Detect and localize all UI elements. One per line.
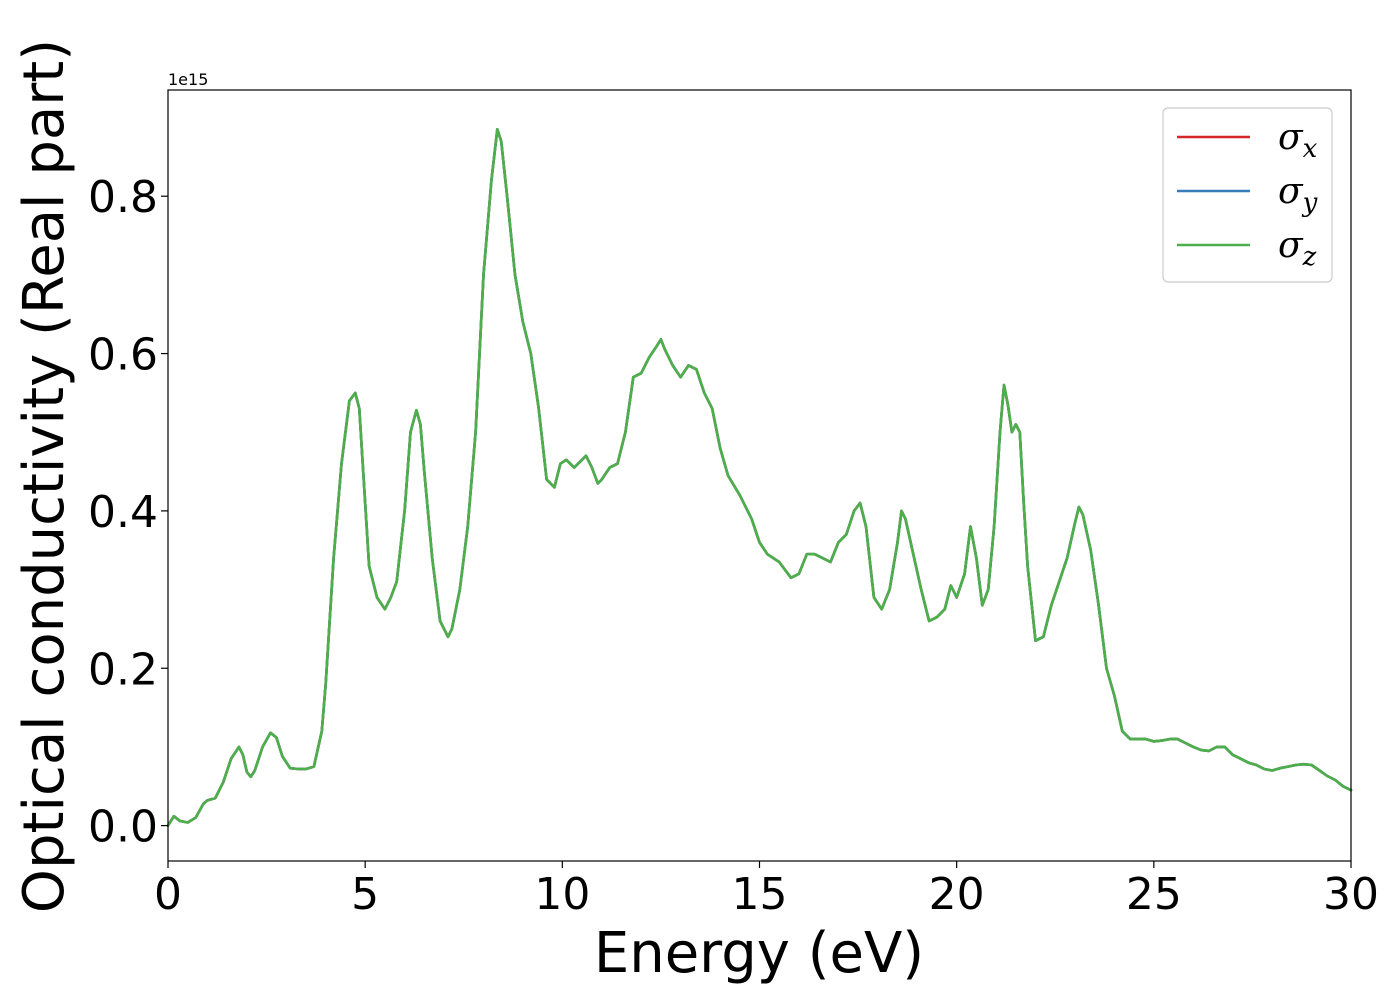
- x-tick-label: 30: [1323, 869, 1379, 920]
- legend-symbol: σ: [1278, 171, 1304, 212]
- x-tick-label: 5: [351, 869, 379, 920]
- x-tick-label: 10: [534, 869, 590, 920]
- series-layer: [166, 128, 1353, 827]
- series-line-3: [166, 128, 1353, 827]
- x-axis-label: Energy (eV): [594, 921, 924, 986]
- legend-subscript: y: [1302, 188, 1318, 218]
- y-axis-label: Optical conductivity (Real part): [12, 39, 77, 913]
- x-tick-label: 20: [929, 869, 985, 920]
- legend-subscript: x: [1303, 134, 1318, 164]
- legend-symbol: σ: [1278, 225, 1304, 266]
- y-tick-label: 0.0: [88, 802, 158, 853]
- legend-label-y: σy: [1278, 171, 1318, 218]
- legend-box: [1162, 107, 1333, 283]
- x-tick-label: 15: [732, 869, 788, 920]
- y-tick-label: 0.2: [88, 644, 158, 695]
- x-axis: 0 5 10 15 20 25 30: [154, 861, 1379, 920]
- legend-label-z: σz: [1278, 225, 1317, 272]
- y-tick-label: 0.4: [88, 487, 158, 538]
- legend-label-x: σx: [1278, 117, 1318, 164]
- legend-subscript: z: [1302, 242, 1317, 272]
- y-offset-label: 1e15: [168, 70, 208, 89]
- legend-symbol: σ: [1278, 117, 1304, 158]
- y-axis: 0.0 0.2 0.4 0.6 0.8: [88, 172, 168, 853]
- x-tick-label: 25: [1126, 869, 1182, 920]
- x-tick-label: 0: [154, 869, 182, 920]
- y-tick-label: 0.6: [88, 330, 158, 381]
- y-tick-label: 0.8: [88, 172, 158, 223]
